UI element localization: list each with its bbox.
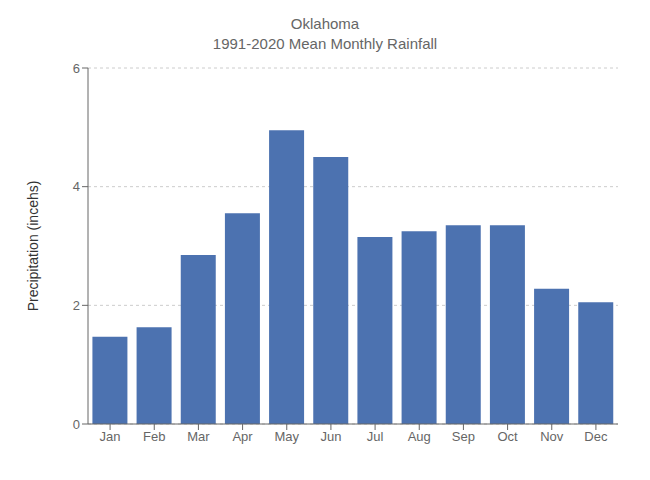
svg-text:Mar: Mar — [187, 429, 210, 444]
svg-text:Feb: Feb — [143, 429, 165, 444]
svg-text:4: 4 — [73, 179, 80, 194]
svg-text:Precipitation (incehs): Precipitation (incehs) — [25, 181, 41, 312]
svg-text:2: 2 — [73, 298, 80, 313]
svg-text:Dec: Dec — [584, 429, 608, 444]
svg-text:May: May — [274, 429, 299, 444]
html-text:1991-2020 Mean Monthly Rainfal: 1991-2020 Mean Monthly Rainfall — [212, 35, 438, 52]
svg-text:6: 6 — [73, 61, 80, 76]
html-text:Oklahoma: Oklahoma — [290, 15, 360, 32]
svg-text:Jun: Jun — [320, 429, 341, 444]
svg-text:Jan: Jan — [100, 429, 121, 444]
svg-text:Sep: Sep — [452, 429, 475, 444]
svg-text:Apr: Apr — [232, 429, 253, 444]
svg-text:Nov: Nov — [540, 429, 564, 444]
svg-text:Oct: Oct — [497, 429, 518, 444]
svg-text:Aug: Aug — [408, 429, 431, 444]
svg-text:Jul: Jul — [367, 429, 384, 444]
svg-text:0: 0 — [73, 417, 80, 432]
